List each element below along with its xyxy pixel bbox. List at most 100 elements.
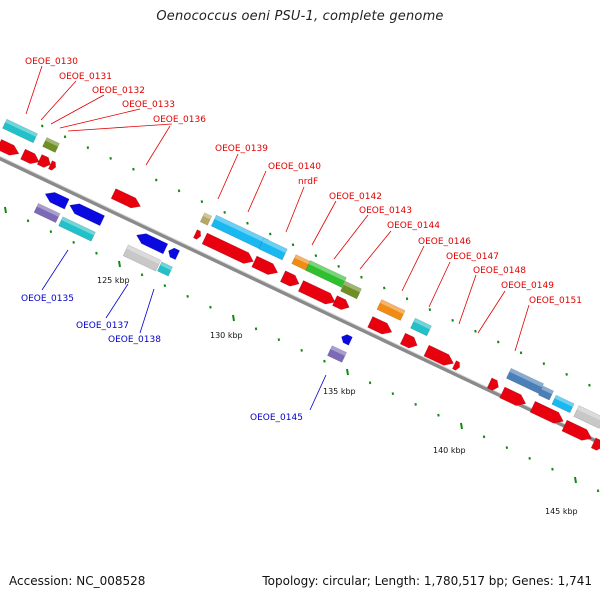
scale-ticks xyxy=(4,124,600,493)
gene-label[interactable]: OEOE_0131 xyxy=(59,72,112,82)
gene-label[interactable]: OEOE_0135 xyxy=(21,294,74,304)
gene-block xyxy=(58,216,96,242)
tick-mark xyxy=(542,362,546,366)
gene-label[interactable]: OEOE_0143 xyxy=(359,206,412,216)
leader-line xyxy=(458,274,477,325)
gene-block xyxy=(505,367,545,395)
gene-feature-0146 xyxy=(410,317,432,337)
tick-mark xyxy=(118,260,121,268)
scale-label: 145 kbp xyxy=(545,507,578,516)
forward-gene-labels: OEOE_0130 OEOE_0131 OEOE_0132 OEOE_0133 … xyxy=(25,57,582,306)
leader-line xyxy=(428,261,451,308)
tick-mark xyxy=(437,413,440,417)
tick-mark xyxy=(26,219,30,223)
accession-text: Accession: NC_008528 xyxy=(9,574,146,588)
gene-arrow xyxy=(168,247,181,261)
scale-label: 140 kbp xyxy=(433,446,466,455)
leader-line xyxy=(514,304,530,352)
gene-feature-0136 xyxy=(110,188,142,209)
gene-arrow xyxy=(0,138,20,156)
tick-mark xyxy=(391,392,395,396)
gene-feature-0148 xyxy=(505,367,545,395)
gene-arrow xyxy=(192,229,202,240)
gene-label[interactable]: OEOE_0148 xyxy=(473,266,526,276)
leader-line xyxy=(401,245,425,292)
leader-line xyxy=(40,80,77,121)
gene-label[interactable]: nrdF xyxy=(298,177,318,187)
tick-mark xyxy=(49,230,53,234)
gene-feature-0130 xyxy=(2,118,38,144)
gene-arrow xyxy=(44,192,70,210)
gene-label[interactable]: OEOE_0133 xyxy=(122,100,175,110)
gene-feature-0149 xyxy=(551,394,575,414)
leader-line xyxy=(67,123,173,132)
gene-label[interactable]: OEOE_0146 xyxy=(418,237,471,247)
tick-mark xyxy=(383,286,386,290)
gene-label[interactable]: OEOE_0151 xyxy=(529,296,582,306)
leader-line xyxy=(105,283,129,319)
genome-summary-text: Topology: circular; Length: 1,780,517 bp… xyxy=(262,574,592,588)
leader-line xyxy=(59,108,141,129)
gene-label[interactable]: OEOE_0137 xyxy=(76,321,129,331)
leader-line xyxy=(25,65,43,115)
gene-feature-cds xyxy=(451,360,461,371)
gene-label[interactable]: OEOE_0145 xyxy=(250,413,303,423)
gene-label[interactable]: OEOE_0140 xyxy=(268,162,321,172)
leader-line xyxy=(139,288,155,334)
gene-highlight xyxy=(203,212,212,220)
gene-block xyxy=(551,394,575,414)
tick-mark xyxy=(277,338,281,342)
tick-mark xyxy=(505,446,509,450)
gene-feature-cds xyxy=(561,419,593,441)
tick-mark xyxy=(368,381,372,385)
gene-label[interactable]: OEOE_0144 xyxy=(387,221,440,231)
leader-line xyxy=(247,170,267,213)
gene-feature-cds xyxy=(538,385,554,401)
gene-feature-cds xyxy=(192,229,202,240)
gene-label[interactable]: OEOE_0138 xyxy=(108,335,161,345)
scale-labels: 125 kbp 130 kbp 135 kbp 140 kbp 145 kbp xyxy=(97,276,578,516)
tick-mark xyxy=(565,372,568,376)
gene-highlight xyxy=(61,216,96,236)
gene-label[interactable]: OEOE_0149 xyxy=(501,281,554,291)
map-title: Oenococcus oeni PSU-1, complete genome xyxy=(156,9,444,24)
gene-label[interactable]: OEOE_0147 xyxy=(446,252,499,262)
gene-highlight xyxy=(554,395,575,407)
gene-arrow xyxy=(332,295,350,310)
gene-feature-0131 xyxy=(42,137,60,153)
gene-feature-cds xyxy=(486,377,499,391)
gene-highlight xyxy=(379,299,406,315)
gene-feature-0151 xyxy=(573,405,600,429)
gene-arrow xyxy=(36,154,51,168)
gene-highlight xyxy=(294,254,313,266)
gene-label[interactable]: OEOE_0142 xyxy=(329,192,382,202)
tick-mark xyxy=(4,206,7,214)
gene-highlight xyxy=(541,385,554,395)
gene-arrow xyxy=(486,377,499,391)
gene-block xyxy=(305,260,347,288)
gene-feature-cds xyxy=(332,295,350,310)
gene-label[interactable]: OEOE_0132 xyxy=(92,86,145,96)
tick-mark xyxy=(460,422,463,430)
gene-highlight xyxy=(509,368,544,388)
gene-feature-0145 xyxy=(327,345,347,363)
gene-label[interactable]: OEOE_0136 xyxy=(153,115,206,125)
tick-mark xyxy=(291,243,295,247)
gene-arrow xyxy=(561,419,593,441)
gene-feature-rev xyxy=(44,192,70,210)
gene-feature-0143 xyxy=(340,280,362,300)
gene-label[interactable]: OEOE_0130 xyxy=(25,57,78,67)
gene-feature-0138 xyxy=(157,261,173,277)
tick-mark xyxy=(528,456,531,460)
leader-line xyxy=(311,200,337,246)
gene-feature-cds xyxy=(47,160,57,171)
gene-highlight xyxy=(330,345,347,356)
gene-feature-cds xyxy=(367,316,393,335)
tick-mark xyxy=(132,167,135,171)
leader-line xyxy=(333,214,369,260)
gene-block xyxy=(258,237,288,261)
tick-mark xyxy=(574,476,577,484)
gene-block xyxy=(2,118,38,144)
gene-label[interactable]: OEOE_0139 xyxy=(215,144,268,154)
gene-block xyxy=(122,244,162,272)
